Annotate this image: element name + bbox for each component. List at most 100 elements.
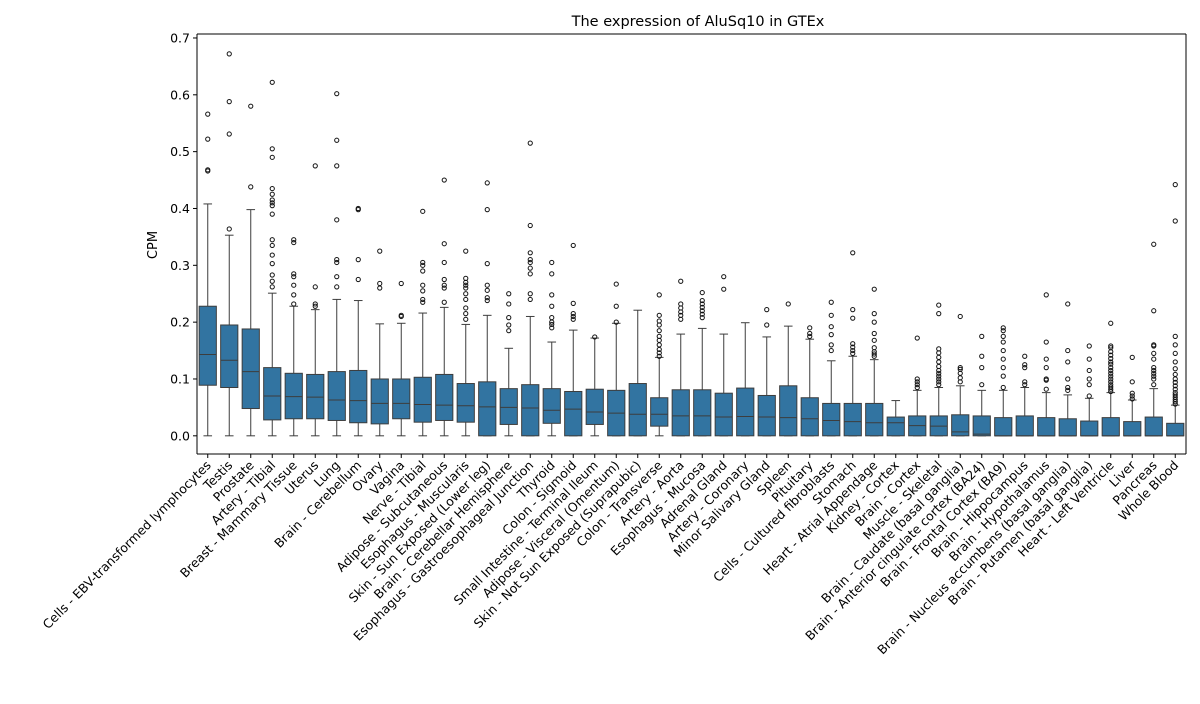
outlier-point — [1172, 379, 1178, 385]
outlier-point — [269, 154, 275, 160]
outlier-point — [506, 314, 512, 321]
outlier-point — [269, 242, 275, 249]
box — [1166, 422, 1185, 437]
outlier-point — [463, 248, 469, 254]
outlier-point — [785, 301, 791, 307]
outlier-point — [1022, 353, 1028, 359]
box — [1037, 417, 1056, 437]
outlier-point — [1086, 376, 1092, 382]
outlier-point — [979, 382, 985, 388]
outlier-point — [549, 303, 555, 309]
outlier-point — [1108, 361, 1114, 367]
outlier-point — [484, 207, 490, 213]
outlier-point — [334, 274, 340, 280]
outlier-point — [506, 301, 512, 307]
outlier-point — [291, 292, 297, 298]
box — [478, 381, 497, 437]
outlier-point — [1129, 354, 1135, 360]
outlier-point — [269, 261, 275, 267]
outlier-point — [291, 282, 297, 288]
y-tick-label: 0.4 — [170, 201, 190, 216]
outlier-point — [1172, 333, 1178, 339]
outlier-point — [1108, 367, 1114, 374]
outlier-point — [1108, 370, 1114, 376]
outlier-point — [420, 262, 426, 268]
outlier-point — [441, 259, 447, 266]
outlier-point — [1000, 328, 1006, 334]
outlier-point — [1129, 396, 1135, 402]
outlier-point — [334, 163, 340, 169]
box — [263, 367, 282, 421]
outlier-point — [549, 321, 555, 328]
box — [306, 373, 325, 420]
outlier-point — [699, 289, 705, 296]
outlier-point — [398, 312, 404, 318]
outlier-point — [291, 301, 297, 307]
x-tick-label: Cells - EBV-transformed lymphocytes — [40, 458, 214, 632]
box — [564, 390, 583, 437]
outlier-point — [850, 350, 856, 357]
outlier-point — [979, 365, 985, 371]
box — [757, 394, 776, 437]
outlier-point — [269, 197, 275, 203]
outlier-point — [420, 282, 426, 288]
outlier-point — [420, 296, 426, 303]
outlier-point — [1151, 365, 1157, 371]
outlier-point — [226, 99, 232, 105]
outlier-point — [570, 316, 576, 322]
outlier-point — [979, 333, 985, 339]
outlier-point — [1151, 241, 1157, 247]
outlier-point — [613, 319, 619, 325]
outlier-point — [441, 241, 447, 247]
outlier-point — [1172, 350, 1178, 357]
outlier-point — [936, 302, 942, 308]
outlier-point — [1000, 347, 1006, 354]
outlier-point — [807, 325, 813, 331]
outlier-point — [312, 303, 318, 309]
outlier-point — [1172, 392, 1178, 398]
outlier-point — [291, 274, 297, 280]
outlier-point — [592, 334, 598, 340]
outlier-point — [1151, 356, 1157, 362]
outlier-point — [527, 259, 533, 266]
outlier-point — [1172, 342, 1178, 348]
outlier-point — [312, 163, 318, 169]
outlier-point — [1172, 359, 1178, 365]
outlier-point — [1000, 365, 1006, 371]
outlier-point — [1151, 382, 1157, 388]
box — [822, 402, 841, 437]
outlier-point — [1022, 382, 1028, 388]
outlier-point — [871, 319, 877, 325]
outlier-point — [699, 311, 705, 317]
outlier-point — [1172, 386, 1178, 392]
outlier-point — [506, 322, 512, 328]
outlier-point — [484, 295, 490, 301]
outlier-point — [656, 328, 662, 334]
outlier-point — [463, 275, 469, 281]
plot-area: 0.0 0.1 0.2 0.3 0.4 0.5 0.6 0.7 Cells - EBV-tran… — [40, 30, 1187, 657]
box — [1101, 417, 1120, 437]
outlier-point — [1151, 370, 1157, 376]
outlier-point — [678, 278, 684, 284]
outlier-point — [807, 333, 813, 339]
outlier-point — [248, 184, 254, 190]
y-tick-label: 0.7 — [170, 30, 190, 45]
outlier-point — [936, 373, 942, 379]
outlier-point — [914, 382, 920, 388]
outlier-point — [936, 370, 942, 376]
box — [865, 402, 884, 437]
outlier-point — [377, 285, 383, 291]
outlier-point — [914, 384, 920, 391]
box — [1058, 418, 1077, 437]
outlier-point — [699, 297, 705, 304]
outlier-point — [398, 280, 404, 287]
outlier-point — [656, 353, 662, 359]
outlier-point — [936, 346, 942, 352]
box — [413, 376, 432, 423]
y-tick-label: 0.1 — [170, 371, 190, 386]
outlier-point — [914, 376, 920, 382]
outlier-point — [1043, 339, 1049, 345]
outlier-point — [527, 140, 533, 146]
outlier-point — [613, 281, 619, 287]
outlier-point — [871, 311, 877, 317]
